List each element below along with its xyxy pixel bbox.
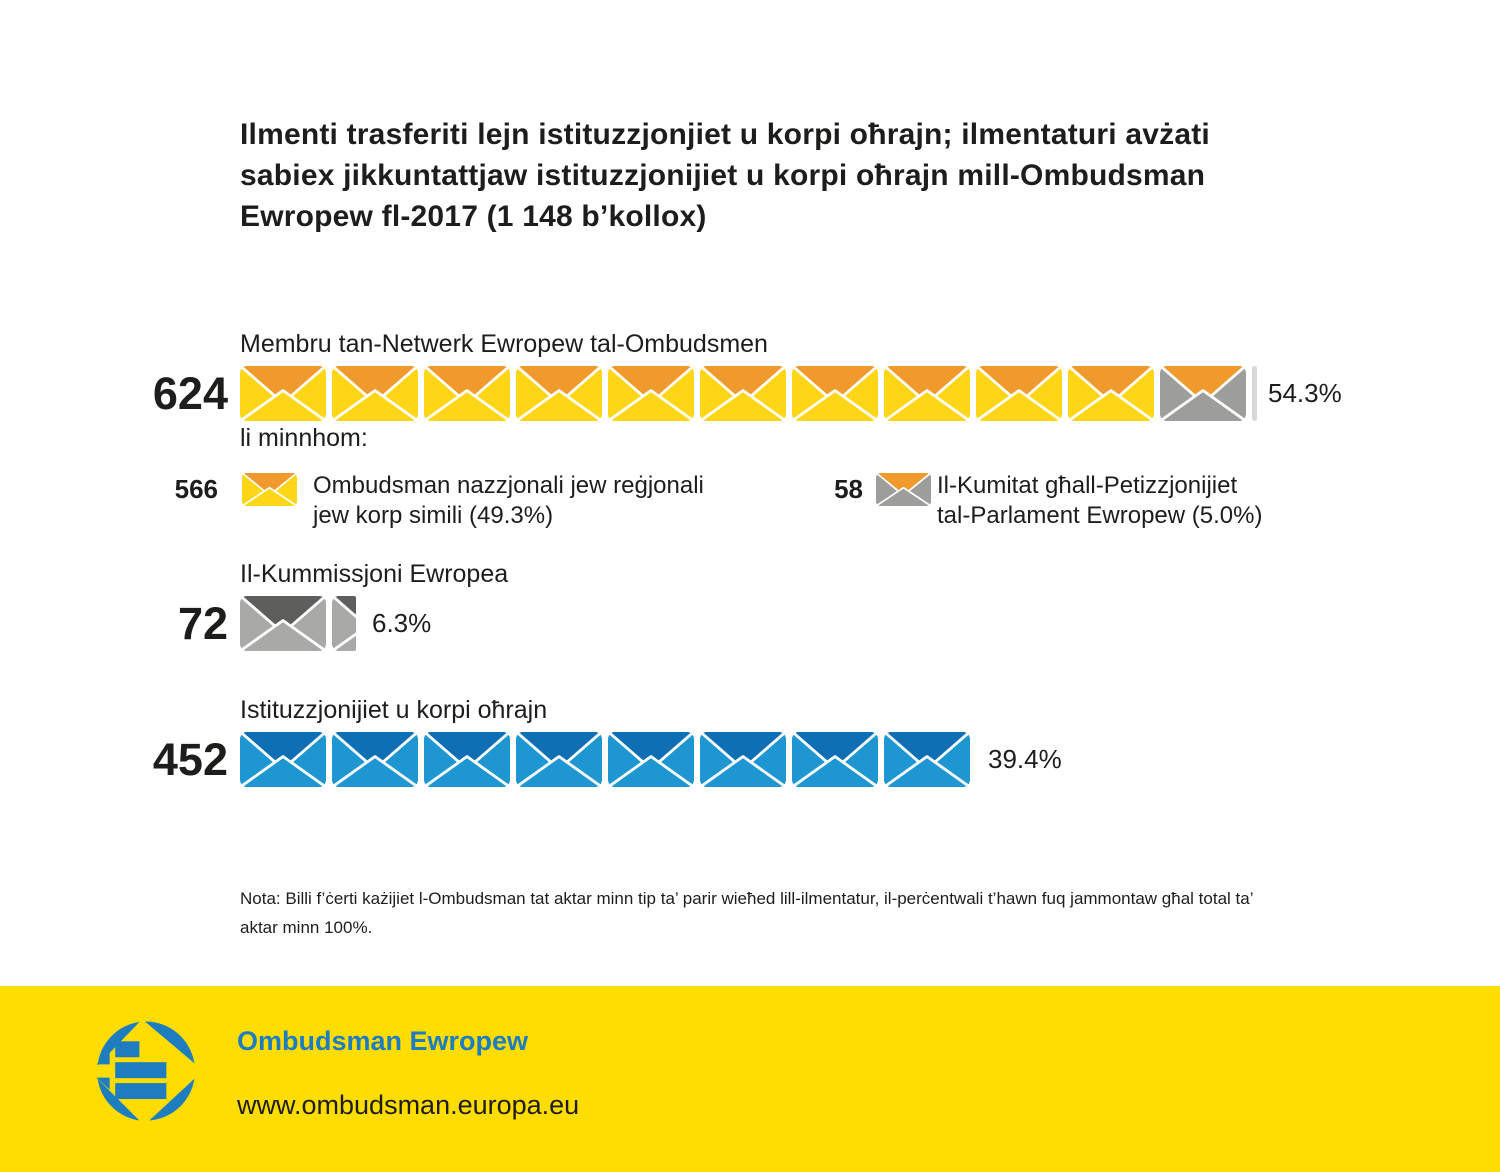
- envelope-icon: [242, 473, 297, 506]
- breakdown-petitions-icon-wrap: [876, 473, 931, 511]
- others-row-value: 452: [152, 734, 228, 785]
- envelope-icon: [332, 366, 418, 421]
- commission-row-bar: [240, 596, 356, 651]
- european-ombudsman-logo-icon: [96, 1021, 195, 1121]
- envelope-icon: [1068, 366, 1154, 421]
- commission-row-value: 72: [177, 598, 228, 649]
- envelope-icon: [792, 732, 878, 787]
- envelope-icon: [1160, 366, 1246, 421]
- footnote-line-2: aktar minn 100%.: [240, 918, 373, 937]
- breakdown-national-line-1: Ombudsman nazzjonali jew reġjonali: [313, 472, 704, 499]
- breakdown-national-icon-wrap: [242, 473, 297, 511]
- envelope-icon: [240, 596, 326, 651]
- page-title: Ilmenti trasferiti lejn istituzzjonjiet …: [240, 114, 1210, 237]
- partial-envelope-icon: [332, 596, 356, 651]
- others-row-bar: [240, 732, 970, 787]
- envelope-icon: [884, 366, 970, 421]
- footnote-line-1: Nota: Billi f’ċerti każijiet l-Ombudsman…: [240, 889, 1254, 908]
- breakdown-national-label: Ombudsman nazzjonali jew reġjonali jew k…: [313, 471, 704, 531]
- commission-row-percent: 6.3%: [372, 608, 432, 638]
- network-row-bar: [240, 366, 1257, 421]
- network-row-percent: 54.3%: [1268, 378, 1342, 408]
- breakdown-national-value: 566: [174, 474, 218, 504]
- envelope-icon: [876, 473, 931, 506]
- envelope-icon: [424, 366, 510, 421]
- footer-band: Ombudsman Ewropew www.ombudsman.europa.e…: [0, 986, 1500, 1172]
- envelope-icon: [332, 596, 356, 651]
- breakdown-petitions-line-1: Il-Kumitat għall-Petizzjonijiet: [937, 472, 1238, 499]
- envelope-icon: [424, 732, 510, 787]
- envelope-icon: [516, 366, 602, 421]
- breakdown-petitions-label: Il-Kumitat għall-Petizzjonijiet tal-Parl…: [937, 471, 1262, 531]
- footer-url: www.ombudsman.europa.eu: [237, 1090, 580, 1120]
- others-row-percent: 39.4%: [988, 744, 1062, 774]
- network-row-value: 624: [152, 368, 228, 419]
- envelope-icon: [700, 732, 786, 787]
- title-line-3: Ewropew fl-2017 (1 148 b’kollox): [240, 200, 707, 234]
- commission-row-label: Il-Kummissjoni Ewropea: [240, 560, 509, 588]
- network-row-label: Membru tan-Netwerk Ewropew tal-Ombudsmen: [240, 330, 768, 358]
- envelope-icon: [792, 366, 878, 421]
- envelope-icon: [240, 366, 326, 421]
- envelope-icon: [976, 366, 1062, 421]
- envelope-icon: [332, 732, 418, 787]
- envelope-icon: [240, 732, 326, 787]
- breakdown-petitions-line-2: tal-Parlament Ewropew (5.0%): [937, 502, 1263, 529]
- breakdown-national-line-2: jew korp simili (49.3%): [313, 502, 554, 529]
- title-line-2: sabiex jikkuntattjaw istituzzjonijiet u …: [240, 159, 1206, 193]
- envelope-icon: [884, 732, 970, 787]
- envelope-icon: [700, 366, 786, 421]
- breakdown-petitions-value: 58: [834, 474, 863, 504]
- footer-brand: Ombudsman Ewropew: [237, 1026, 529, 1056]
- envelope-icon: [608, 732, 694, 787]
- footnote: Nota: Billi f’ċerti każijiet l-Ombudsman…: [240, 884, 1253, 942]
- title-line-1: Ilmenti trasferiti lejn istituzzjonjiet …: [240, 118, 1210, 152]
- breakdown-intro: li minnhom:: [240, 424, 368, 452]
- envelope-icon: [516, 732, 602, 787]
- others-row-label: Istituzzjonijiet u korpi oħrajn: [240, 696, 548, 724]
- envelope-sliver: [1252, 366, 1257, 421]
- envelope-icon: [608, 366, 694, 421]
